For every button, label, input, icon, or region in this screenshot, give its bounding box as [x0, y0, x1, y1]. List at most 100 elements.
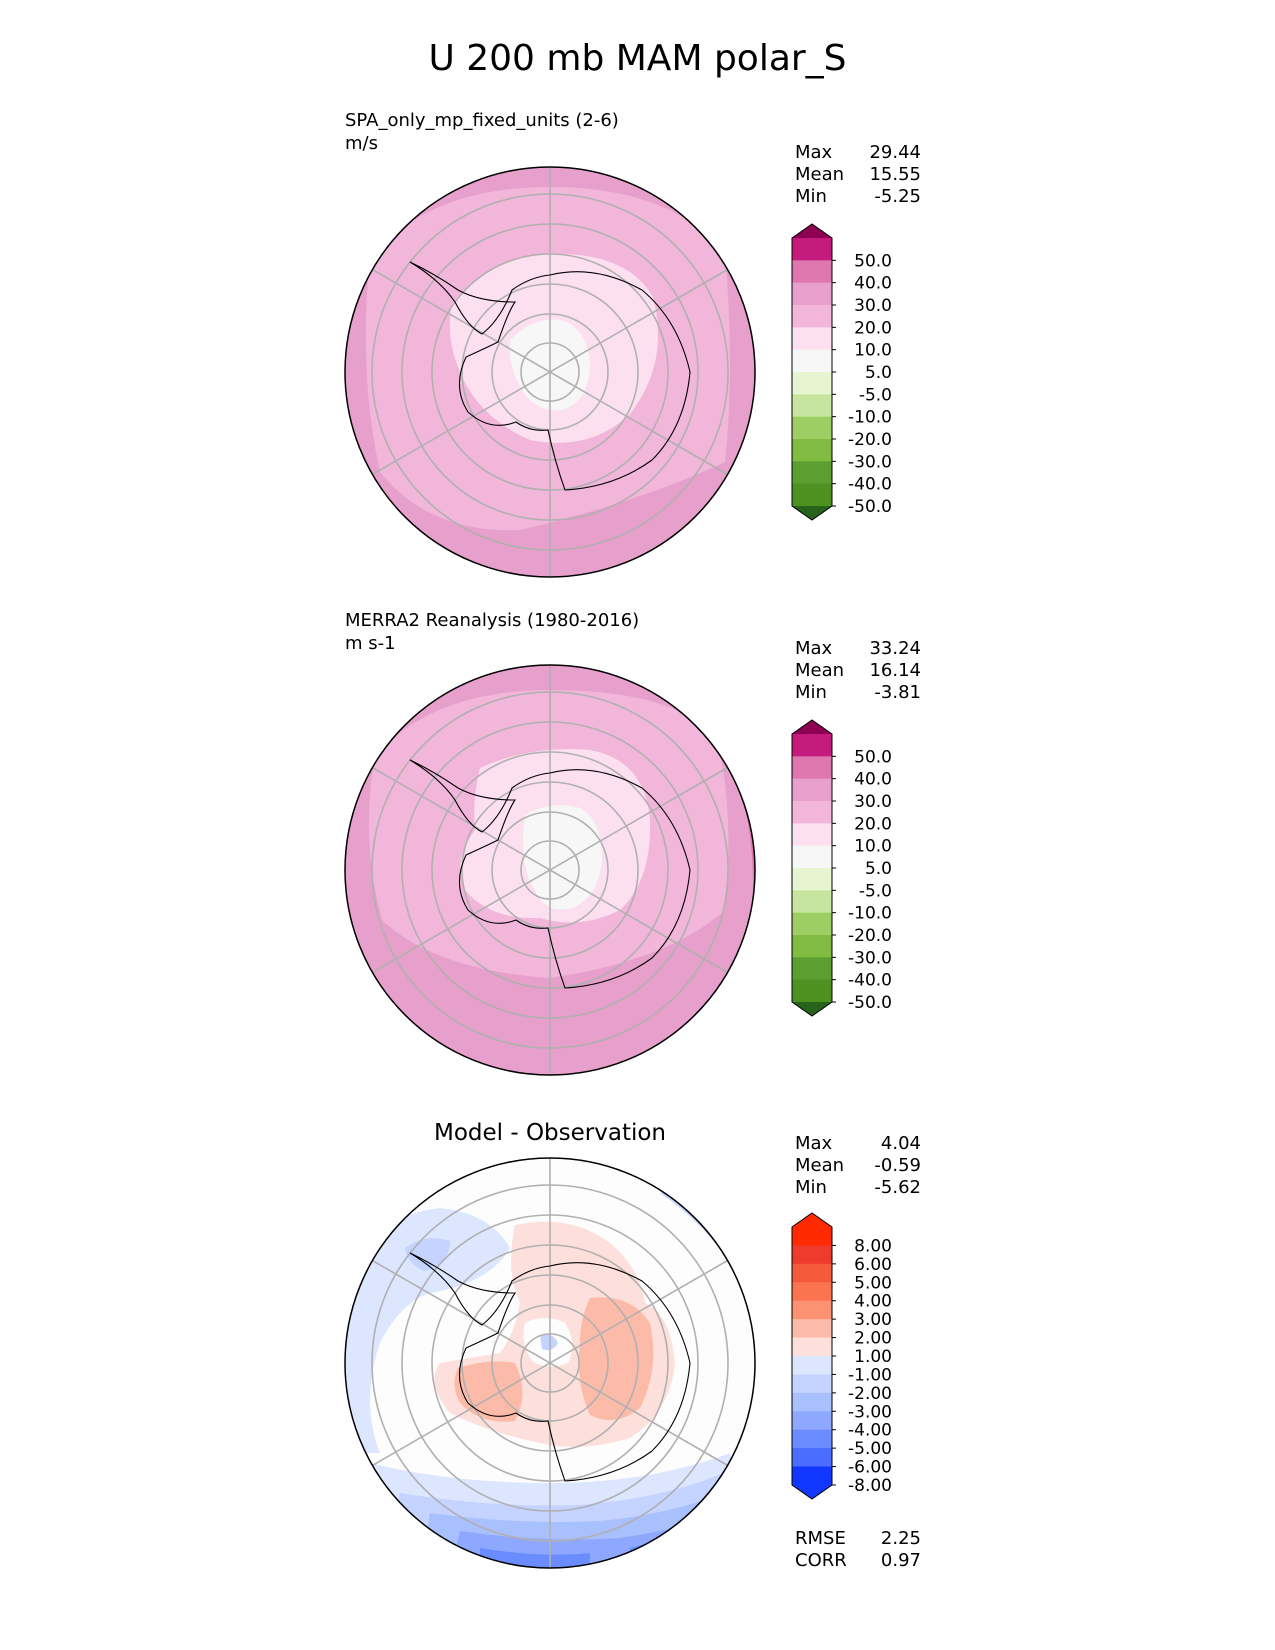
colorbar-tick-label: -10.0	[848, 408, 892, 428]
colorbar-tick-label: -30.0	[848, 452, 892, 472]
colorbar-tick-label: -30.0	[848, 948, 892, 968]
colorbar-band	[792, 1411, 832, 1431]
panel1-graticule	[367, 167, 733, 577]
colorbar-band	[792, 1429, 832, 1449]
colorbar-band	[792, 1319, 832, 1339]
panel2-units: m s-1	[345, 633, 396, 654]
colorbar-tick-label: 40.0	[854, 274, 892, 294]
colorbar-tick-label: -5.0	[859, 385, 892, 405]
colorbar-band	[792, 305, 832, 328]
colorbar-band	[792, 1245, 832, 1265]
colorbar-tick-label: 3.00	[854, 1310, 892, 1330]
panel1-colorbar: 50.0 40.030.020.0 10.05.0-5.0 -10.0-20.0-30…	[791, 223, 892, 521]
colorbar-tick-label: -5.00	[848, 1439, 892, 1459]
colorbar-tick-label: -8.00	[848, 1476, 892, 1496]
panel2-stat-mean: Mean 16.14	[795, 660, 921, 681]
colorbar-band	[792, 483, 832, 507]
colorbar-tick-label: 20.0	[854, 814, 892, 834]
colorbar-tick-label: -10.0	[848, 904, 892, 924]
colorbar-tick-label: 5.0	[865, 859, 892, 879]
colorbar-tick-label: -3.00	[848, 1402, 892, 1422]
colorbar-tick-label: -1.00	[848, 1365, 892, 1385]
colorbar-band	[792, 1392, 832, 1412]
colorbar-tick-label: 30.0	[854, 792, 892, 812]
colorbar-tick-label: 5.0	[865, 363, 892, 383]
panel3-antarctica-coastline	[409, 1252, 691, 1482]
colorbar-band	[792, 1466, 832, 1486]
colorbar-band	[792, 778, 832, 802]
colorbar-band	[792, 1337, 832, 1357]
panel1-antarctica-coastline	[409, 261, 691, 491]
panel3-map	[344, 1157, 756, 1569]
colorbar-band	[792, 439, 832, 462]
panel1-map	[344, 166, 756, 578]
colorbar-extend-bottom	[792, 506, 832, 520]
panel3-graticule	[367, 1158, 733, 1568]
colorbar-band	[792, 416, 832, 440]
colorbar-band	[792, 1300, 832, 1320]
colorbar-band	[792, 957, 832, 981]
panel1-map-border	[344, 166, 756, 578]
panel3-stat-min: Min -5.62	[795, 1177, 921, 1198]
colorbar-tick-label: -20.0	[848, 430, 892, 450]
panel1-units: m/s	[345, 133, 378, 154]
panel2-colorbar: 50.0 40.030.020.0 10.05.0-5.0 -10.0-20.0-30…	[791, 719, 892, 1017]
colorbar-tick-label: 4.00	[854, 1292, 892, 1312]
colorbar-band	[792, 935, 832, 958]
colorbar-tick-label: 10.0	[854, 837, 892, 857]
colorbar-tick-label: 2.00	[854, 1329, 892, 1349]
panel3-stats: Max 4.04 Mean -0.59 Min -5.62	[795, 1133, 921, 1203]
colorbar-band	[792, 756, 832, 780]
colorbar-extend-top	[792, 720, 832, 734]
colorbar-band	[792, 734, 832, 757]
colorbar-extend-bottom	[792, 1002, 832, 1016]
colorbar-tick-label: -5.0	[859, 881, 892, 901]
panel2-stat-min: Min -3.81	[795, 682, 921, 703]
panel3-stat-max: Max 4.04	[795, 1133, 921, 1154]
colorbar-band	[792, 1282, 832, 1302]
figure-title: U 200 mb MAM polar_S	[428, 38, 847, 79]
colorbar-tick-label: 50.0	[854, 747, 892, 767]
colorbar-tick-label: 30.0	[854, 296, 892, 316]
colorbar-band	[792, 801, 832, 824]
colorbar-band	[792, 823, 832, 847]
panel3-stat-mean: Mean -0.59	[795, 1155, 921, 1176]
panel3-colorbar: 8.006.005.004.003.002.001.00-1.00-2.00-3…	[791, 1212, 892, 1500]
colorbar-band	[792, 1356, 832, 1375]
colorbar-tick-label: 50.0	[854, 251, 892, 271]
colorbar-extend-bottom	[792, 1485, 832, 1499]
panel3-title: Model - Observation	[433, 1120, 667, 1146]
panel1-stat-mean: Mean 15.55	[795, 164, 921, 185]
colorbar-tick-label: -2.00	[848, 1384, 892, 1404]
colorbar-tick-label: 1.00	[854, 1347, 892, 1367]
panel3-map-border	[344, 1157, 756, 1569]
colorbar-band	[792, 1374, 832, 1394]
colorbar-tick-label: -6.00	[848, 1458, 892, 1478]
panel2-graticule	[367, 665, 733, 1075]
panel2-antarctica-coastline	[409, 759, 691, 989]
colorbar-band	[792, 845, 832, 869]
colorbar-band	[792, 394, 832, 418]
panel3-metrics: RMSE 2.25 CORR 0.97	[795, 1528, 921, 1574]
panel2-field	[345, 665, 755, 1075]
colorbar-band	[792, 868, 832, 891]
panel1-stat-min: Min -5.25	[795, 186, 921, 207]
colorbar-tick-label: 20.0	[854, 318, 892, 338]
panel3-metric-rmse: RMSE 2.25	[795, 1528, 921, 1549]
panel2-title: MERRA2 Reanalysis (1980-2016)	[345, 610, 640, 631]
colorbar-band	[792, 282, 832, 306]
panel3-metric-corr: CORR 0.97	[795, 1550, 921, 1571]
colorbar-band	[792, 979, 832, 1003]
colorbar-band	[792, 912, 832, 936]
panel2-stats: Max 33.24 Mean 16.14 Min -3.81	[795, 638, 921, 708]
colorbar-tick-label: 6.00	[854, 1255, 892, 1275]
panel1-stats: Max 29.44 Mean 15.55 Min -5.25	[795, 142, 921, 212]
colorbar-tick-label: -40.0	[848, 475, 892, 495]
colorbar-band	[792, 1448, 832, 1468]
colorbar-band	[792, 1227, 832, 1246]
colorbar-tick-label: -4.00	[848, 1421, 892, 1441]
panel1-title: SPA_only_mp_fixed_units (2-6)	[345, 110, 619, 131]
colorbar-tick-label: -20.0	[848, 926, 892, 946]
colorbar-band	[792, 238, 832, 261]
colorbar-extend-top	[792, 224, 832, 238]
